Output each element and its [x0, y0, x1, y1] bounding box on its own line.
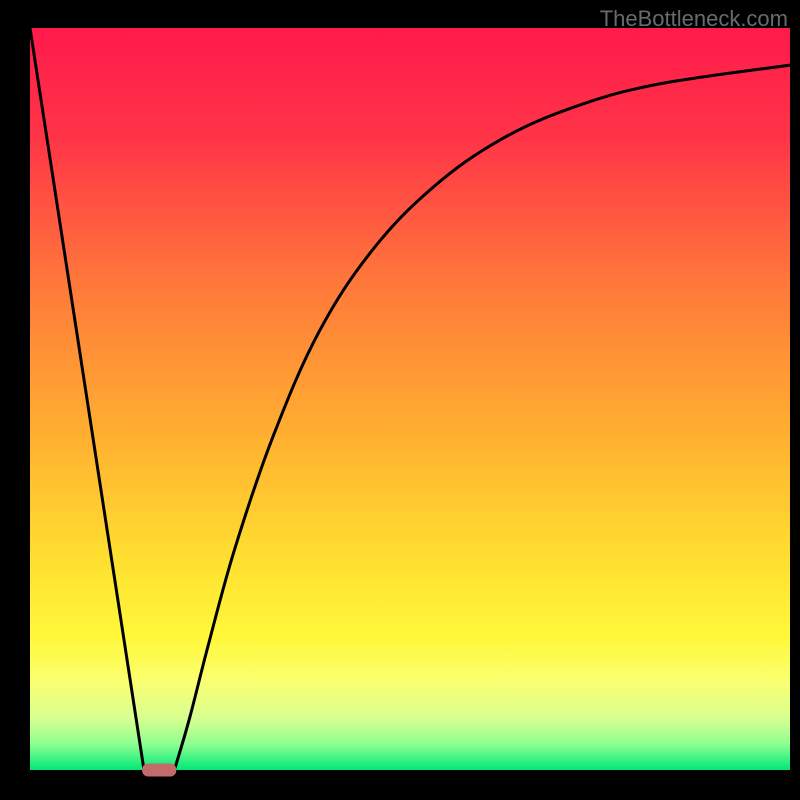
chart-container: TheBottleneck.com — [0, 0, 800, 800]
plot-background-gradient — [30, 28, 790, 770]
chart-svg — [0, 0, 800, 800]
watermark-text: TheBottleneck.com — [600, 6, 788, 32]
optimal-marker — [142, 764, 176, 777]
